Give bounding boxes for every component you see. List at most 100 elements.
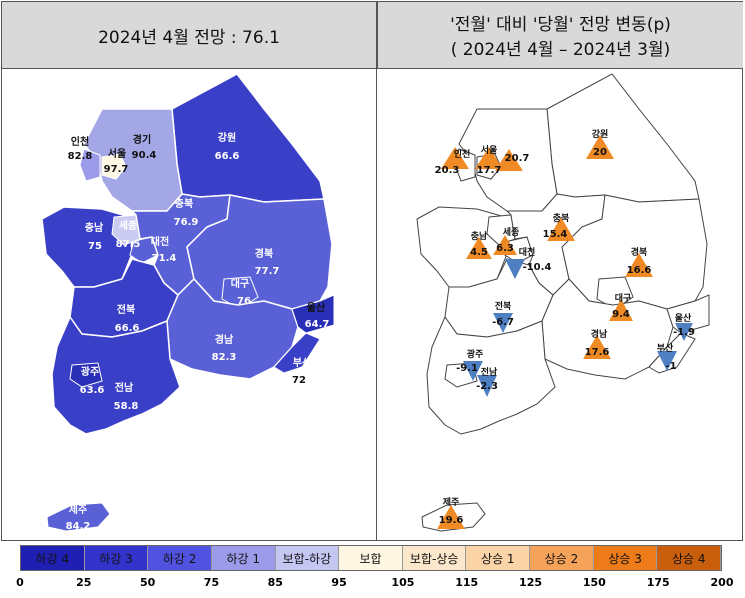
label-gyeongnam-name: 경남 [215, 333, 234, 346]
right-korea-map: 인천 20.3 서울 17.7 20.7 강원 20 충남 4.5 세종 6.3… [416, 73, 710, 532]
r-label-incheon-name: 인천 [454, 149, 471, 160]
label-gyeongbuk-value: 77.7 [255, 266, 280, 277]
panel-frame: 2024년 4월 전망 : 76.1 '전월' 대비 '당월' 전망 변동(p)… [1, 1, 743, 541]
r-label-chungnam-name: 충남 [471, 230, 488, 242]
label-chungbuk-name: 충북 [175, 197, 193, 210]
label-busan-value: 72 [292, 375, 306, 386]
legend-tick: 85 [267, 576, 283, 589]
r-label-jeonbuk-value: -6.7 [492, 317, 514, 328]
right-panel-title: '전월' 대비 '당월' 전망 변동(p) ( 2024년 4월 – 2024년… [377, 2, 743, 69]
r-label-seoul-value: 17.7 [477, 165, 502, 176]
region-gangwon [171, 73, 325, 203]
triangle-up-gangwon [586, 135, 614, 159]
legend-cell: 하강 3 [84, 546, 149, 570]
r-label-gyeonggi-value: 20.7 [505, 153, 530, 164]
label-gyeonggi-value: 90.4 [132, 150, 157, 161]
label-gwangju-name: 광주 [81, 366, 99, 378]
legend-cell: 하강 1 [211, 546, 276, 570]
legend-cell: 보합-하강 [275, 546, 340, 570]
label-gwangju-value: 63.6 [80, 385, 105, 396]
label-daejeon-value: 71.4 [152, 253, 177, 264]
label-chungnam-name: 충남 [85, 221, 104, 234]
r-label-daegu-value: 9.4 [612, 309, 630, 320]
label-gangwon-name: 강원 [218, 131, 236, 144]
r-label-gwangju-name: 광주 [467, 348, 484, 360]
r-label-gyeongbuk-name: 경북 [631, 246, 648, 258]
label-gyeongnam-value: 82.3 [212, 352, 237, 363]
triangle-up-gyeonggi [495, 149, 523, 171]
label-ulsan-name: 울산 [307, 301, 326, 314]
r-label-gangwon-value: 20 [593, 147, 607, 158]
triangle-up-gyeongbuk [625, 253, 653, 277]
r-label-gyeongbuk-value: 16.6 [627, 265, 652, 276]
label-gyeongbuk-name: 경북 [255, 247, 273, 260]
triangle-down-daejeon [505, 259, 525, 279]
legend-tick: 0 [16, 576, 24, 589]
right-region-gangwon [546, 73, 700, 203]
region-busan [273, 332, 321, 374]
r-label-gyeongnam-name: 경남 [591, 328, 608, 340]
right-title-line2: ( 2024년 4월 – 2024년 3월) [450, 40, 671, 60]
triangle-up-chungbuk [547, 217, 575, 241]
r-label-daegu-name: 대구 [615, 292, 632, 304]
triangle-up-jeju [437, 505, 465, 529]
triangle-up-daegu [609, 299, 633, 321]
label-seoul-name: 서울 [108, 147, 126, 160]
region-incheon [79, 148, 101, 182]
legend-tick: 150 [582, 576, 606, 589]
r-label-chungbuk-value: 15.4 [543, 229, 568, 240]
r-label-gangwon-name: 강원 [592, 128, 609, 140]
r-label-chungbuk-name: 충북 [553, 212, 570, 224]
label-sejong-value: 87.5 [116, 239, 141, 250]
label-jeju-value: 84.2 [66, 521, 91, 532]
r-label-jeonbuk-name: 전북 [495, 300, 512, 312]
legend-cell: 하강 4 [21, 546, 85, 570]
legend-tick: 200 [710, 576, 734, 589]
r-label-jeonnam-name: 전남 [481, 366, 498, 378]
legend-cell: 보합-상승 [402, 546, 467, 570]
triangle-up-incheon [441, 147, 469, 169]
label-gangwon-value: 66.6 [215, 151, 240, 162]
label-daegu-value: 76 [237, 296, 251, 307]
legend-ticks: 0 25 50 75 85 95 105 115 125 150 175 200 [16, 576, 733, 590]
left-panel-title: 2024년 4월 전망 : 76.1 [2, 2, 376, 69]
region-jeju [46, 502, 111, 532]
label-incheon-name: 인천 [71, 135, 89, 148]
r-label-busan-value: -1 [665, 361, 676, 372]
triangle-down-jeonbuk [493, 313, 513, 333]
panel-divider [376, 2, 377, 540]
triangle-up-sejong [493, 235, 517, 255]
right-title-line1: '전월' 대비 '당월' 전망 변동(p) [450, 15, 671, 35]
triangle-down-busan [657, 351, 677, 371]
label-jeonnam-name: 전남 [115, 381, 134, 394]
r-label-jeonnam-value: -2.3 [476, 381, 498, 392]
legend-cell: 상승 3 [593, 546, 658, 570]
label-chungbuk-value: 76.9 [174, 217, 199, 228]
r-label-seoul-name: 서울 [481, 144, 498, 156]
label-sejong-name: 세종 [119, 219, 137, 232]
label-jeonnam-value: 58.8 [114, 401, 139, 412]
label-seoul-value: 97.7 [104, 164, 129, 175]
legend-tick: 115 [455, 576, 479, 589]
left-title-text: 2024년 4월 전망 : 76.1 [98, 27, 280, 48]
triangle-up-chungnam [466, 237, 492, 259]
label-chungnam-value: 75 [88, 241, 102, 252]
left-korea-map: 인천 82.8 경기 90.4 서울 97.7 강원 66.6 충북 76.9 … [41, 73, 335, 532]
legend-cell: 상승 1 [466, 546, 531, 570]
r-label-jeju-value: 19.6 [439, 515, 464, 526]
triangle-down-jeonnam [477, 375, 497, 397]
r-label-sejong-name: 세종 [503, 226, 520, 238]
region-seoul [101, 153, 127, 180]
legend-tick: 75 [203, 576, 220, 589]
legend-cell: 상승 2 [530, 546, 594, 570]
label-jeonbuk-name: 전북 [117, 303, 135, 316]
legend-tick: 95 [331, 576, 347, 589]
legend-tick: 125 [519, 576, 543, 589]
r-label-incheon-value: 20.3 [435, 165, 460, 176]
r-label-ulsan-value: -1.9 [673, 327, 695, 338]
r-label-gyeongnam-value: 17.6 [585, 347, 610, 358]
r-label-jeju-name: 제주 [443, 496, 460, 508]
r-label-ulsan-name: 울산 [675, 312, 692, 324]
region-sejong [111, 214, 141, 246]
legend-cell: 상승 4 [657, 546, 722, 570]
